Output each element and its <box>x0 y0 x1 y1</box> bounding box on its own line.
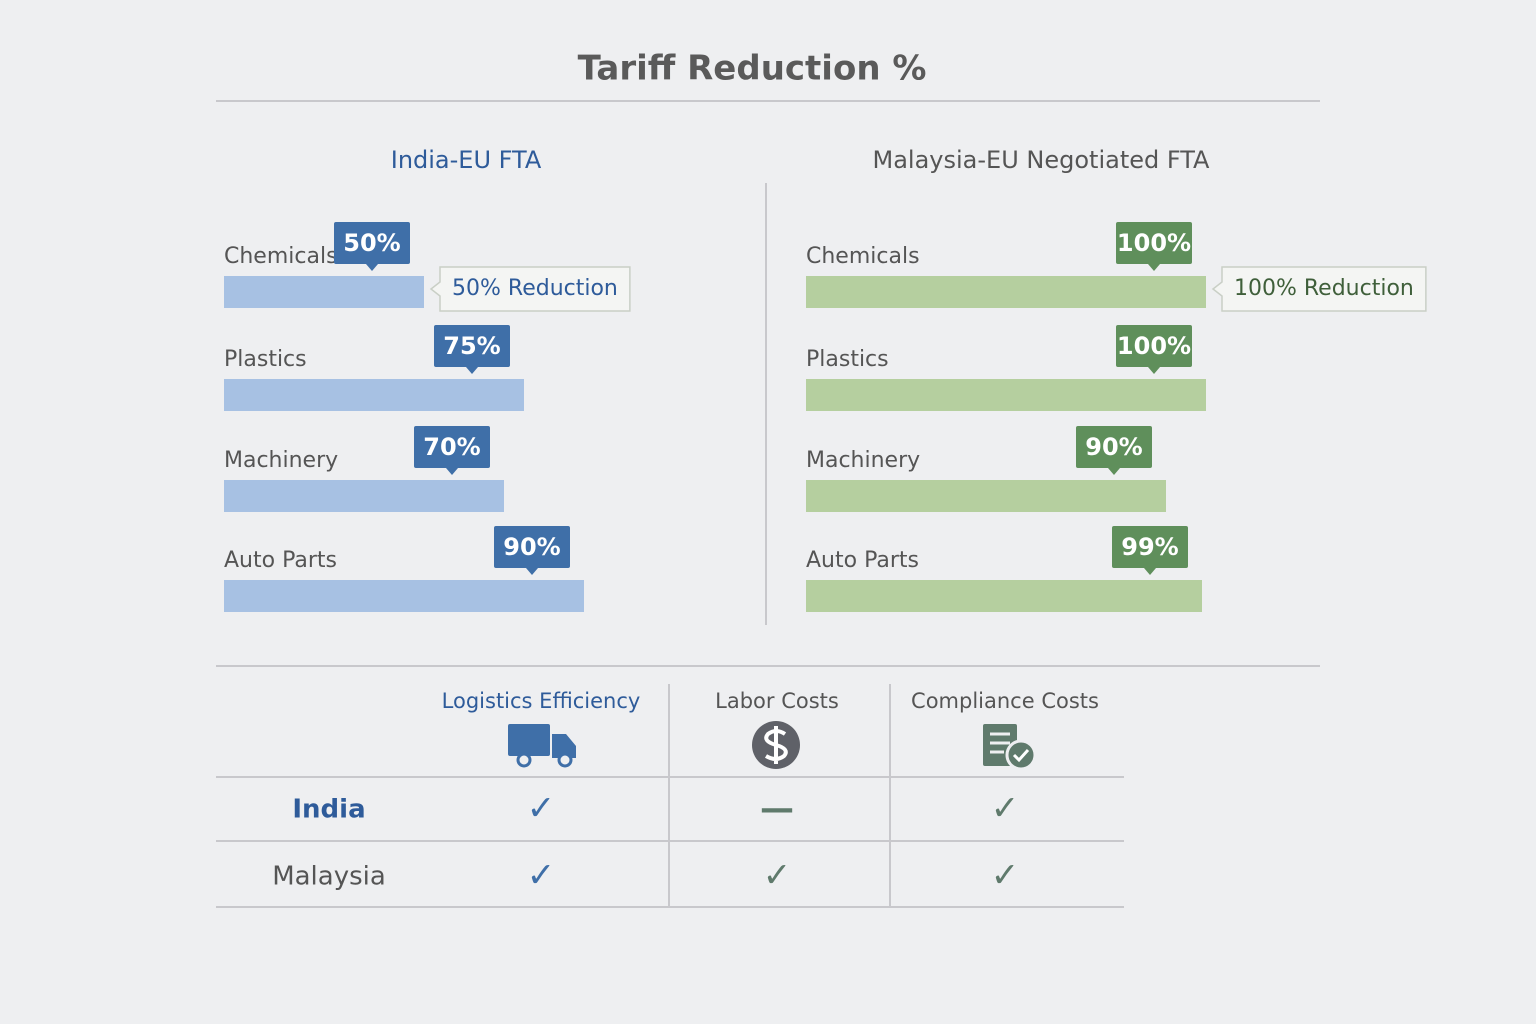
page-title: Tariff Reduction % <box>578 49 927 89</box>
category-label: Plastics <box>224 347 307 372</box>
table-cell: ✓ <box>991 789 1020 829</box>
bar <box>224 379 524 411</box>
value-label: 70% <box>423 433 480 461</box>
annotation: 100% Reduction <box>1234 276 1414 301</box>
value-label: 90% <box>503 533 560 561</box>
table-cell: — <box>760 789 794 829</box>
value-label-pointer <box>1148 264 1160 271</box>
value-label-box <box>494 526 570 568</box>
bar <box>224 580 584 612</box>
value-label-box <box>1076 426 1152 468</box>
table-grid <box>216 684 1124 908</box>
bar <box>224 276 424 308</box>
category-label: Auto Parts <box>224 548 337 573</box>
value-label-box <box>1116 325 1192 367</box>
value-label-box <box>334 222 410 264</box>
value-label-pointer <box>446 468 458 475</box>
annotation-box <box>429 266 631 312</box>
value-label-pointer <box>526 568 538 575</box>
category-label: Plastics <box>806 347 889 372</box>
table-cell: ✓ <box>527 856 556 896</box>
row-label: Malaysia <box>272 862 386 892</box>
category-label: Chemicals <box>224 244 338 269</box>
value-label-pointer <box>466 367 478 374</box>
column-header: Labor Costs <box>715 689 839 713</box>
annotation-box <box>1211 266 1427 312</box>
value-label: 75% <box>443 332 500 360</box>
compliance-icon <box>983 724 1037 771</box>
bar <box>806 480 1166 512</box>
value-label: 100% <box>1117 332 1191 360</box>
chart-title: India-EU FTA <box>391 146 542 174</box>
column-header: Compliance Costs <box>911 689 1099 713</box>
bar <box>806 580 1202 612</box>
value-label: 99% <box>1121 533 1178 561</box>
annotation: 50% Reduction <box>452 276 618 301</box>
value-label-pointer <box>366 264 378 271</box>
value-label: 50% <box>343 229 400 257</box>
category-label: Auto Parts <box>806 548 919 573</box>
value-label-box <box>1116 222 1192 264</box>
chart-title: Malaysia-EU Negotiated FTA <box>873 146 1211 174</box>
row-label: India <box>292 795 365 825</box>
value-label-pointer <box>1148 367 1160 374</box>
value-label: 90% <box>1085 433 1142 461</box>
category-label: Chemicals <box>806 244 920 269</box>
category-label: Machinery <box>806 448 920 473</box>
table-cell: ✓ <box>527 789 556 829</box>
bar <box>806 379 1206 411</box>
table-cell: ✓ <box>763 856 792 896</box>
bar <box>806 276 1206 308</box>
dollar-icon <box>752 721 800 769</box>
value-label-box <box>414 426 490 468</box>
value-label-pointer <box>1144 568 1156 575</box>
table-cell: ✓ <box>991 856 1020 896</box>
category-label: Machinery <box>224 448 338 473</box>
bar <box>224 480 504 512</box>
truck-icon <box>508 724 576 768</box>
value-label-box <box>1112 526 1188 568</box>
value-label-pointer <box>1108 468 1120 475</box>
column-header: Logistics Efficiency <box>442 689 641 713</box>
value-label: 100% <box>1117 229 1191 257</box>
value-label-box <box>434 325 510 367</box>
